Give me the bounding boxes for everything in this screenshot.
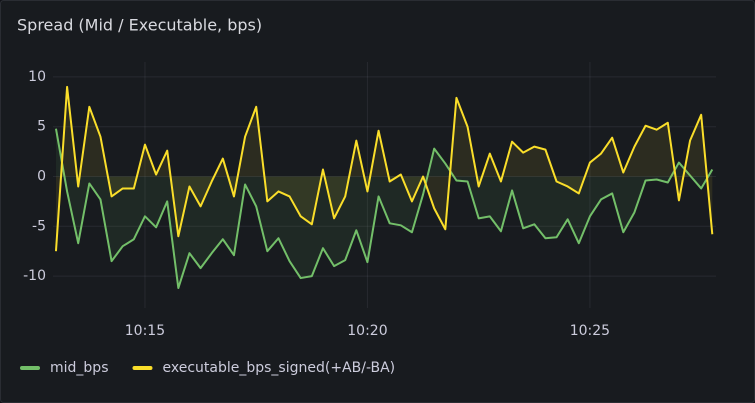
y-tick-label: 5 xyxy=(37,119,46,135)
series-line xyxy=(54,85,714,252)
x-tick-label: 10:20 xyxy=(347,323,387,339)
y-tick-label: 0 xyxy=(37,169,46,185)
x-tick-label: 10:25 xyxy=(570,323,610,339)
x-tick-label: 10:15 xyxy=(125,323,165,339)
chart-title: Spread (Mid / Executable, bps) xyxy=(17,16,262,35)
series-area xyxy=(55,86,713,252)
series-line xyxy=(54,128,714,290)
y-tick-label: -10 xyxy=(23,268,46,284)
y-tick-label: 10 xyxy=(28,69,46,85)
legend-label: executable_bps_signed(+AB/-BA) xyxy=(162,360,395,376)
legend-label: mid_bps xyxy=(50,360,108,376)
y-tick-label: -5 xyxy=(32,218,46,234)
